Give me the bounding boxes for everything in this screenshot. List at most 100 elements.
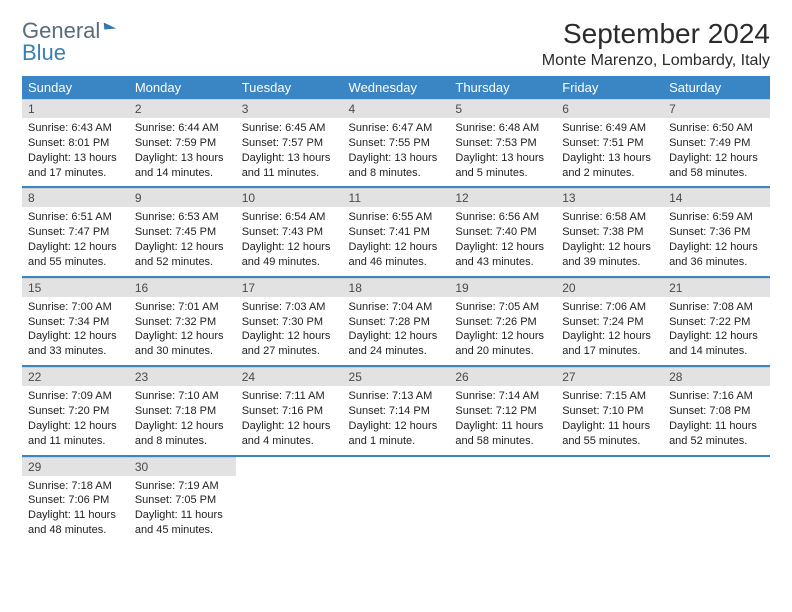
day-number: 18 [343,278,450,297]
day-details: Sunrise: 6:47 AMSunset: 7:55 PMDaylight:… [343,118,450,186]
daylight-text-2: and 30 minutes. [135,344,230,359]
calendar-table: Sunday Monday Tuesday Wednesday Thursday… [22,76,770,544]
daylight-text-2: and 20 minutes. [455,344,550,359]
day-details: Sunrise: 7:03 AMSunset: 7:30 PMDaylight:… [236,297,343,365]
sunset-text: Sunset: 7:57 PM [242,136,337,151]
calendar-cell: 14Sunrise: 6:59 AMSunset: 7:36 PMDayligh… [663,187,770,276]
daylight-text-1: Daylight: 12 hours [135,240,230,255]
daylight-text-1: Daylight: 13 hours [242,151,337,166]
location-subtitle: Monte Marenzo, Lombardy, Italy [542,52,770,70]
month-title: September 2024 [542,18,770,50]
day-details: Sunrise: 7:00 AMSunset: 7:34 PMDaylight:… [22,297,129,365]
day-number: 23 [129,367,236,386]
daylight-text-1: Daylight: 12 hours [135,329,230,344]
calendar-cell: 6Sunrise: 6:49 AMSunset: 7:51 PMDaylight… [556,99,663,187]
sunrise-text: Sunrise: 6:45 AM [242,121,337,136]
daylight-text-2: and 14 minutes. [669,344,764,359]
weekday-header: Wednesday [343,76,450,99]
day-number: 22 [22,367,129,386]
sunrise-text: Sunrise: 6:58 AM [562,210,657,225]
calendar-cell: 16Sunrise: 7:01 AMSunset: 7:32 PMDayligh… [129,277,236,366]
day-details: Sunrise: 6:58 AMSunset: 7:38 PMDaylight:… [556,207,663,275]
calendar-week-row: 1Sunrise: 6:43 AMSunset: 8:01 PMDaylight… [22,99,770,187]
sunset-text: Sunset: 7:36 PM [669,225,764,240]
sunrise-text: Sunrise: 7:01 AM [135,300,230,315]
sunset-text: Sunset: 7:38 PM [562,225,657,240]
sunset-text: Sunset: 7:41 PM [349,225,444,240]
daylight-text-2: and 55 minutes. [562,434,657,449]
daylight-text-1: Daylight: 13 hours [349,151,444,166]
day-number: 25 [343,367,450,386]
day-number: 29 [22,457,129,476]
day-number: 3 [236,99,343,118]
day-details: Sunrise: 7:04 AMSunset: 7:28 PMDaylight:… [343,297,450,365]
sunrise-text: Sunrise: 7:09 AM [28,389,123,404]
day-details: Sunrise: 7:11 AMSunset: 7:16 PMDaylight:… [236,386,343,454]
sunrise-text: Sunrise: 6:55 AM [349,210,444,225]
sunrise-text: Sunrise: 7:19 AM [135,479,230,494]
sunset-text: Sunset: 7:10 PM [562,404,657,419]
sunrise-text: Sunrise: 7:15 AM [562,389,657,404]
daylight-text-1: Daylight: 12 hours [242,329,337,344]
day-details: Sunrise: 7:09 AMSunset: 7:20 PMDaylight:… [22,386,129,454]
daylight-text-1: Daylight: 12 hours [669,240,764,255]
calendar-cell: 18Sunrise: 7:04 AMSunset: 7:28 PMDayligh… [343,277,450,366]
sunset-text: Sunset: 7:22 PM [669,315,764,330]
day-details: Sunrise: 6:55 AMSunset: 7:41 PMDaylight:… [343,207,450,275]
day-details: Sunrise: 7:18 AMSunset: 7:06 PMDaylight:… [22,476,129,544]
sunset-text: Sunset: 7:40 PM [455,225,550,240]
sunset-text: Sunset: 7:55 PM [349,136,444,151]
sunset-text: Sunset: 7:45 PM [135,225,230,240]
day-number: 10 [236,188,343,207]
daylight-text-2: and 33 minutes. [28,344,123,359]
daylight-text-1: Daylight: 11 hours [669,419,764,434]
weekday-header: Friday [556,76,663,99]
daylight-text-2: and 2 minutes. [562,166,657,181]
calendar-cell: 27Sunrise: 7:15 AMSunset: 7:10 PMDayligh… [556,366,663,455]
daylight-text-2: and 4 minutes. [242,434,337,449]
day-number: 13 [556,188,663,207]
calendar-cell: 4Sunrise: 6:47 AMSunset: 7:55 PMDaylight… [343,99,450,187]
day-number: 16 [129,278,236,297]
day-details: Sunrise: 6:48 AMSunset: 7:53 PMDaylight:… [449,118,556,186]
sunrise-text: Sunrise: 7:03 AM [242,300,337,315]
sunrise-text: Sunrise: 6:56 AM [455,210,550,225]
daylight-text-2: and 49 minutes. [242,255,337,270]
daylight-text-1: Daylight: 12 hours [455,240,550,255]
sunset-text: Sunset: 7:16 PM [242,404,337,419]
calendar-cell: 9Sunrise: 6:53 AMSunset: 7:45 PMDaylight… [129,187,236,276]
daylight-text-1: Daylight: 12 hours [242,419,337,434]
day-details: Sunrise: 7:14 AMSunset: 7:12 PMDaylight:… [449,386,556,454]
day-number: 5 [449,99,556,118]
daylight-text-1: Daylight: 13 hours [135,151,230,166]
daylight-text-2: and 48 minutes. [28,523,123,538]
calendar-cell: 24Sunrise: 7:11 AMSunset: 7:16 PMDayligh… [236,366,343,455]
day-number: 24 [236,367,343,386]
sunset-text: Sunset: 7:18 PM [135,404,230,419]
calendar-week-row: 8Sunrise: 6:51 AMSunset: 7:47 PMDaylight… [22,187,770,276]
sunrise-text: Sunrise: 6:54 AM [242,210,337,225]
calendar-cell: .. [663,456,770,544]
sunset-text: Sunset: 7:06 PM [28,493,123,508]
day-number: 27 [556,367,663,386]
sunrise-text: Sunrise: 7:05 AM [455,300,550,315]
sunrise-text: Sunrise: 7:00 AM [28,300,123,315]
sunrise-text: Sunrise: 7:18 AM [28,479,123,494]
daylight-text-2: and 46 minutes. [349,255,444,270]
daylight-text-2: and 58 minutes. [455,434,550,449]
daylight-text-1: Daylight: 12 hours [242,240,337,255]
page-header: General September 2024 Monte Marenzo, Lo… [22,18,770,70]
day-details: Sunrise: 6:43 AMSunset: 8:01 PMDaylight:… [22,118,129,186]
calendar-cell: 7Sunrise: 6:50 AMSunset: 7:49 PMDaylight… [663,99,770,187]
day-number: 4 [343,99,450,118]
sunset-text: Sunset: 7:34 PM [28,315,123,330]
sunrise-text: Sunrise: 6:53 AM [135,210,230,225]
calendar-cell: 10Sunrise: 6:54 AMSunset: 7:43 PMDayligh… [236,187,343,276]
daylight-text-2: and 1 minute. [349,434,444,449]
daylight-text-2: and 17 minutes. [562,344,657,359]
sunset-text: Sunset: 7:12 PM [455,404,550,419]
day-details: Sunrise: 6:45 AMSunset: 7:57 PMDaylight:… [236,118,343,186]
daylight-text-1: Daylight: 12 hours [562,240,657,255]
calendar-cell: .. [343,456,450,544]
sunset-text: Sunset: 7:20 PM [28,404,123,419]
